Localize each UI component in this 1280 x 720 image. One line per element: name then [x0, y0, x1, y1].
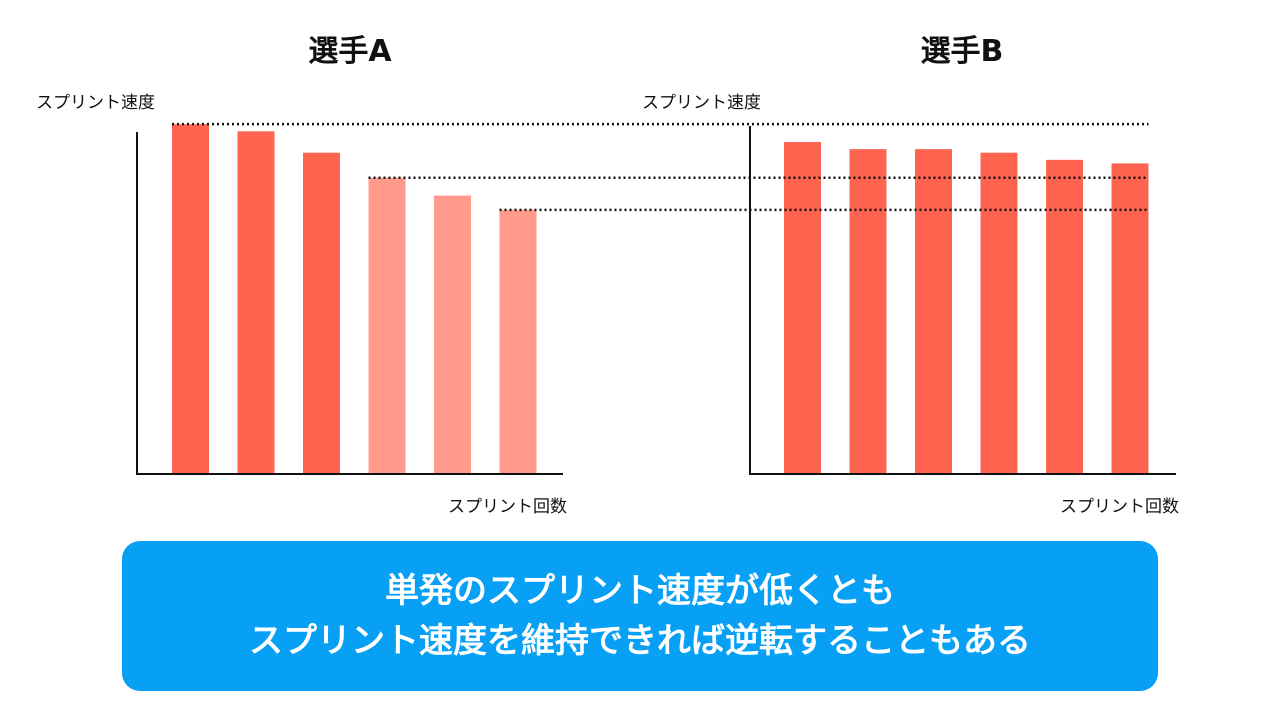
bar-b-3	[915, 149, 952, 474]
bar-b-5	[1046, 159, 1083, 474]
bar-a-1	[172, 124, 209, 474]
bar-a-2	[237, 131, 275, 474]
bar-b-2	[849, 149, 887, 474]
chart-title-a: 選手A	[308, 34, 392, 69]
bar-b-6	[1111, 163, 1149, 474]
reference-lines	[172, 122, 1149, 212]
callout-line-1: 単発のスプリント速度が低くとも	[385, 571, 895, 611]
bar-b-4	[980, 152, 1018, 474]
summary-callout: 単発のスプリント速度が低くとも スプリント速度を維持できれば逆転することもある	[122, 541, 1158, 691]
callout-line-2: スプリント速度を維持できれば逆転することもある	[249, 621, 1031, 661]
bar-a-3	[303, 152, 340, 474]
axes-layer	[136, 126, 1176, 475]
chart-title-b: 選手B	[920, 34, 1004, 69]
y-axis-label-b: スプリント速度	[642, 93, 761, 113]
x-axis-label-a: スプリント回数	[448, 497, 567, 517]
bar-a-6	[499, 209, 537, 474]
x-axis-label-b: スプリント回数	[1060, 497, 1179, 517]
bars-layer	[172, 124, 1149, 475]
bar-a-4	[368, 177, 406, 474]
comparison-charts	[136, 122, 1176, 475]
bar-a-5	[434, 195, 471, 475]
bar-b-1	[784, 141, 821, 475]
y-axis-label-a: スプリント速度	[36, 93, 155, 113]
